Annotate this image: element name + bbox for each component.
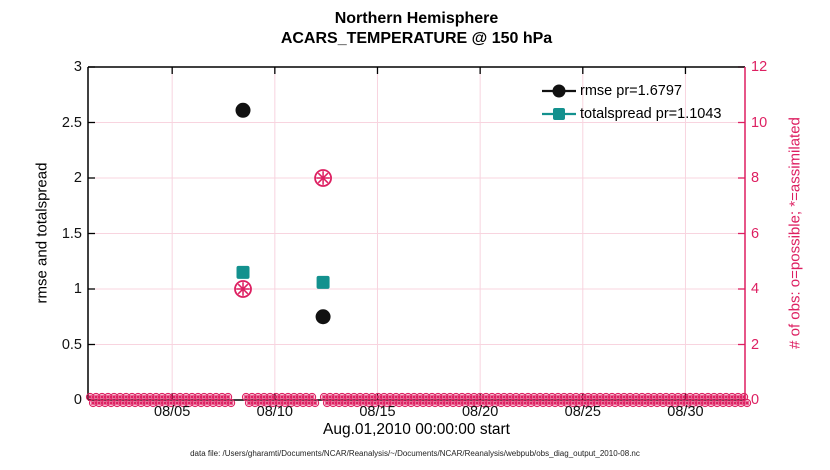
- y-axis-label-right: # of obs: o=possible; *=assimilated: [786, 117, 804, 349]
- totalspread-marker-icon: [542, 107, 576, 120]
- legend-label-totalspread: totalspread pr=1.1043: [580, 105, 722, 122]
- chart-title-line2: ACARS_TEMPERATURE @ 150 hPa: [280, 30, 553, 47]
- y-left-tick-label: 0: [73, 392, 82, 408]
- x-tick-label: 08/05: [154, 404, 191, 420]
- y-left-tick-label: 1.5: [61, 225, 82, 242]
- x-tick-label: 08/25: [564, 404, 601, 420]
- y-left-tick-label: 2.5: [61, 114, 82, 131]
- y-left-tick-label: 2: [73, 170, 82, 186]
- legend-item-totalspread: totalspread pr=1.1043: [541, 102, 721, 125]
- chart-title-line1: Northern Hemisphere: [334, 10, 499, 27]
- y-right-tick-label: 0: [751, 392, 760, 408]
- y-right-tick-label: 10: [751, 114, 768, 131]
- y-right-tick-label: 2: [751, 336, 760, 353]
- x-tick-label: 08/20: [461, 404, 499, 420]
- data-file-caption: data file: /Users/gharamti/Documents/NCA…: [190, 449, 640, 458]
- x-tick-label: 08/10: [256, 404, 293, 420]
- y-right-tick-label: 6: [751, 225, 760, 242]
- x-tick-label: 08/30: [667, 404, 704, 420]
- y-left-tick-label: 0.5: [61, 336, 82, 353]
- legend: rmse pr=1.6797 totalspread pr=1.1043: [541, 79, 721, 125]
- chart-title: Northern Hemisphere ACARS_TEMPERATURE @ …: [88, 9, 745, 49]
- y-right-tick-label: 4: [751, 281, 760, 297]
- y-right-tick-label: 12: [751, 59, 768, 75]
- legend-item-rmse: rmse pr=1.6797: [541, 79, 721, 102]
- rmse-marker-icon: [542, 84, 576, 97]
- legend-label-rmse: rmse pr=1.6797: [580, 82, 682, 99]
- y-left-tick-label: 3: [73, 59, 82, 75]
- x-tick-label: 08/15: [359, 404, 396, 420]
- x-axis-label: Aug.01,2010 00:00:00 start: [322, 421, 510, 438]
- y-left-tick-label: 1: [73, 281, 82, 297]
- y-right-tick-label: 8: [751, 170, 760, 186]
